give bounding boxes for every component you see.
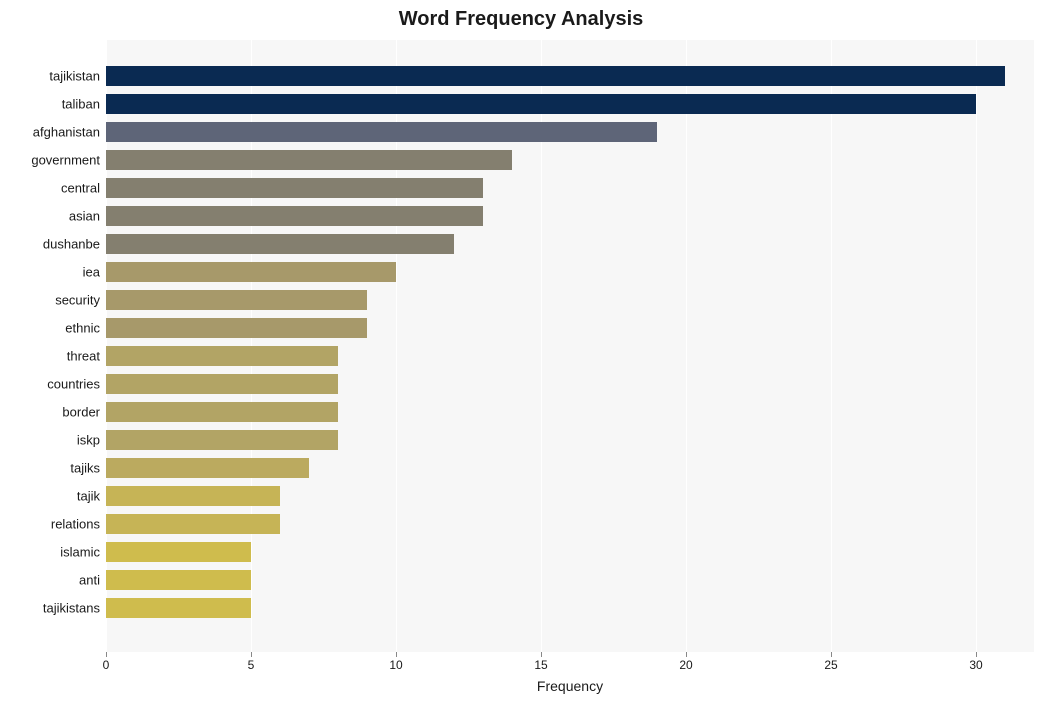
y-tick-label: threat — [67, 349, 100, 364]
y-tick-label: security — [55, 293, 100, 308]
grid-line — [976, 40, 977, 652]
y-tick-label: tajikistan — [49, 69, 100, 84]
x-tick-label: 5 — [248, 658, 255, 672]
x-tick-mark — [976, 652, 977, 657]
chart-title: Word Frequency Analysis — [0, 8, 1042, 31]
y-tick-label: iskp — [77, 433, 100, 448]
y-tick-label: central — [61, 181, 100, 196]
bar — [106, 94, 976, 114]
bar — [106, 542, 251, 562]
x-tick-label: 20 — [679, 658, 692, 672]
bar — [106, 122, 657, 142]
bar — [106, 318, 367, 338]
bar — [106, 290, 367, 310]
y-tick-label: tajiks — [70, 461, 100, 476]
bar — [106, 374, 338, 394]
bar — [106, 402, 338, 422]
bar — [106, 206, 483, 226]
x-tick-mark — [541, 652, 542, 657]
y-tick-label: taliban — [62, 97, 100, 112]
x-axis-label: Frequency — [537, 678, 603, 694]
x-tick-mark — [251, 652, 252, 657]
x-tick-label: 30 — [969, 658, 982, 672]
y-tick-label: countries — [47, 377, 100, 392]
y-tick-label: ethnic — [65, 321, 100, 336]
y-tick-label: afghanistan — [33, 125, 100, 140]
x-tick-label: 0 — [103, 658, 110, 672]
x-tick-label: 10 — [389, 658, 402, 672]
grid-line — [831, 40, 832, 652]
x-tick-label: 15 — [534, 658, 547, 672]
bar — [106, 458, 309, 478]
word-frequency-chart: Word Frequency Analysis Frequency 051015… — [0, 0, 1042, 701]
bar — [106, 598, 251, 618]
plot-area: Frequency 051015202530tajikistantalibana… — [106, 40, 1034, 652]
x-tick-mark — [831, 652, 832, 657]
y-tick-label: dushanbe — [43, 237, 100, 252]
y-tick-label: islamic — [60, 545, 100, 560]
bar — [106, 430, 338, 450]
y-tick-label: iea — [83, 265, 100, 280]
x-tick-label: 25 — [824, 658, 837, 672]
bar — [106, 178, 483, 198]
bar — [106, 262, 396, 282]
bar — [106, 514, 280, 534]
y-tick-label: tajikistans — [43, 601, 100, 616]
bar — [106, 486, 280, 506]
y-tick-label: anti — [79, 573, 100, 588]
y-tick-label: border — [62, 405, 100, 420]
x-tick-mark — [396, 652, 397, 657]
x-tick-mark — [686, 652, 687, 657]
bar — [106, 150, 512, 170]
bar — [106, 570, 251, 590]
grid-line — [686, 40, 687, 652]
y-tick-label: asian — [69, 209, 100, 224]
bar — [106, 234, 454, 254]
y-tick-label: tajik — [77, 489, 100, 504]
y-tick-label: government — [31, 153, 100, 168]
bar — [106, 66, 1005, 86]
x-tick-mark — [106, 652, 107, 657]
y-tick-label: relations — [51, 517, 100, 532]
bar — [106, 346, 338, 366]
